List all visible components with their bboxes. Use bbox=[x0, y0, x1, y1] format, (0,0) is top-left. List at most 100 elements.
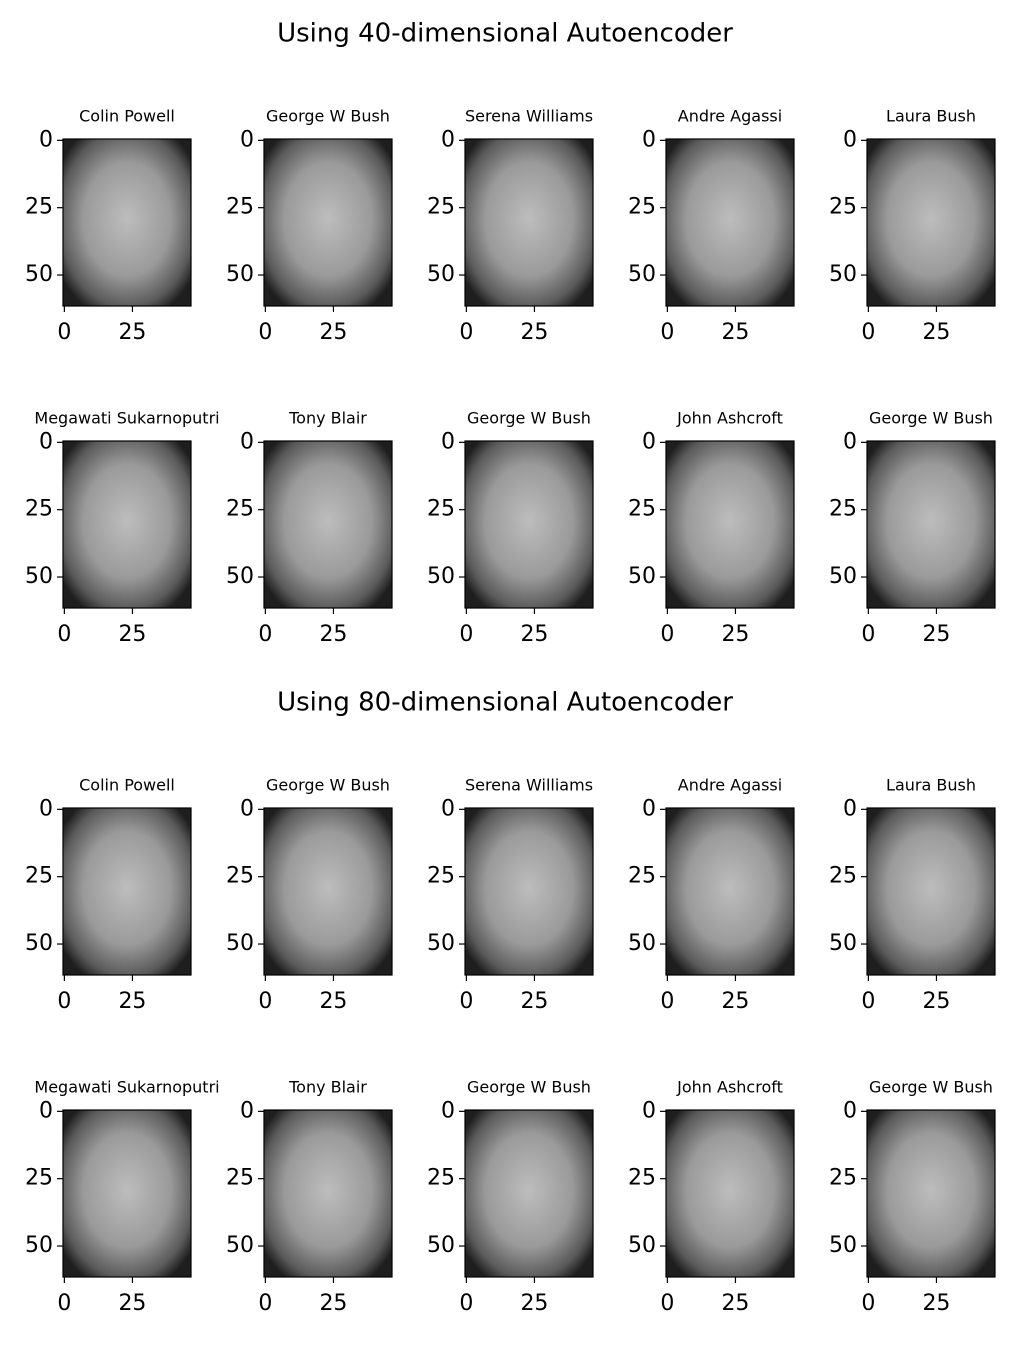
panel-title: John Ashcroft bbox=[676, 1078, 783, 1097]
y-tick-label: 0 bbox=[39, 796, 53, 821]
x-tick-label: 25 bbox=[922, 320, 950, 345]
panel-title: Megawati Sukarnoputri bbox=[34, 409, 219, 428]
face-image bbox=[867, 808, 995, 975]
x-tick-label: 25 bbox=[721, 622, 749, 647]
x-tick-label: 0 bbox=[861, 1291, 875, 1316]
panel-title: Colin Powell bbox=[79, 776, 175, 795]
y-tick-label: 50 bbox=[226, 564, 254, 589]
x-tick-label: 0 bbox=[459, 1291, 473, 1316]
axes-frame bbox=[62, 138, 192, 307]
y-tick-label: 25 bbox=[427, 195, 455, 220]
face-image bbox=[264, 441, 392, 608]
y-tick-label: 25 bbox=[25, 497, 53, 522]
x-tick-label: 25 bbox=[118, 320, 146, 345]
axes-frame bbox=[263, 1109, 393, 1278]
y-tick-label: 25 bbox=[628, 1166, 656, 1191]
face-image bbox=[63, 139, 191, 306]
axes-frame bbox=[866, 440, 996, 609]
axes-frame bbox=[62, 807, 192, 976]
x-tick-label: 0 bbox=[57, 320, 71, 345]
face-image bbox=[666, 808, 794, 975]
panel-title: Serena Williams bbox=[465, 776, 593, 795]
axes-frame bbox=[866, 138, 996, 307]
x-tick-label: 25 bbox=[319, 1291, 347, 1316]
x-tick-label: 0 bbox=[258, 320, 272, 345]
panel-title: George W Bush bbox=[869, 1078, 993, 1097]
face-image bbox=[63, 808, 191, 975]
y-tick-label: 0 bbox=[39, 127, 53, 152]
panel-title: George W Bush bbox=[869, 409, 993, 428]
y-tick-label: 50 bbox=[628, 262, 656, 287]
axes-frame bbox=[62, 440, 192, 609]
panel-title: Andre Agassi bbox=[678, 107, 782, 126]
y-tick-label: 0 bbox=[240, 796, 254, 821]
x-tick-label: 0 bbox=[258, 989, 272, 1014]
x-tick-label: 0 bbox=[258, 622, 272, 647]
axes-frame bbox=[665, 440, 795, 609]
face-image bbox=[666, 139, 794, 306]
axes-frame bbox=[464, 440, 594, 609]
x-tick-label: 25 bbox=[520, 320, 548, 345]
x-tick-label: 25 bbox=[922, 622, 950, 647]
axes-frame bbox=[464, 807, 594, 976]
face-image bbox=[666, 441, 794, 608]
y-tick-label: 50 bbox=[25, 564, 53, 589]
y-tick-label: 0 bbox=[39, 1098, 53, 1123]
y-tick-label: 50 bbox=[829, 262, 857, 287]
x-tick-label: 25 bbox=[118, 1291, 146, 1316]
face-image bbox=[867, 1110, 995, 1277]
y-tick-label: 50 bbox=[25, 262, 53, 287]
panel-title: Colin Powell bbox=[79, 107, 175, 126]
y-tick-label: 0 bbox=[642, 127, 656, 152]
axes-frame bbox=[665, 138, 795, 307]
y-tick-label: 25 bbox=[226, 1166, 254, 1191]
x-tick-label: 25 bbox=[520, 989, 548, 1014]
x-tick-label: 0 bbox=[459, 989, 473, 1014]
panel-title: Laura Bush bbox=[886, 776, 976, 795]
y-tick-label: 0 bbox=[39, 429, 53, 454]
x-tick-label: 0 bbox=[660, 622, 674, 647]
y-tick-label: 25 bbox=[829, 1166, 857, 1191]
y-tick-label: 25 bbox=[226, 864, 254, 889]
panel-title: Tony Blair bbox=[288, 1078, 367, 1097]
y-tick-label: 25 bbox=[427, 497, 455, 522]
x-tick-label: 0 bbox=[459, 622, 473, 647]
y-tick-label: 25 bbox=[226, 497, 254, 522]
panel-title: Tony Blair bbox=[288, 409, 367, 428]
face-image bbox=[867, 139, 995, 306]
axes-frame bbox=[665, 807, 795, 976]
x-tick-label: 0 bbox=[57, 622, 71, 647]
x-tick-label: 25 bbox=[922, 1291, 950, 1316]
axes-frame bbox=[866, 807, 996, 976]
face-image bbox=[666, 1110, 794, 1277]
x-tick-label: 25 bbox=[922, 989, 950, 1014]
y-tick-label: 50 bbox=[829, 564, 857, 589]
y-tick-label: 0 bbox=[642, 796, 656, 821]
y-tick-label: 50 bbox=[628, 564, 656, 589]
panel-title: George W Bush bbox=[266, 107, 390, 126]
y-tick-label: 25 bbox=[25, 1166, 53, 1191]
y-tick-label: 25 bbox=[829, 864, 857, 889]
y-tick-label: 50 bbox=[25, 931, 53, 956]
panel-title: George W Bush bbox=[467, 1078, 591, 1097]
x-tick-label: 0 bbox=[660, 1291, 674, 1316]
panel-title: John Ashcroft bbox=[676, 409, 783, 428]
y-tick-label: 0 bbox=[843, 429, 857, 454]
y-tick-label: 50 bbox=[829, 931, 857, 956]
y-tick-label: 25 bbox=[25, 195, 53, 220]
x-tick-label: 0 bbox=[660, 989, 674, 1014]
y-tick-label: 0 bbox=[843, 796, 857, 821]
y-tick-label: 50 bbox=[25, 1233, 53, 1258]
y-tick-label: 25 bbox=[628, 497, 656, 522]
section-title: Using 80-dimensional Autoencoder bbox=[277, 688, 733, 718]
y-tick-label: 0 bbox=[642, 429, 656, 454]
y-tick-label: 25 bbox=[427, 1166, 455, 1191]
x-tick-label: 25 bbox=[520, 1291, 548, 1316]
y-tick-label: 25 bbox=[25, 864, 53, 889]
face-image bbox=[63, 1110, 191, 1277]
face-image bbox=[465, 139, 593, 306]
y-tick-label: 50 bbox=[628, 1233, 656, 1258]
y-tick-label: 50 bbox=[427, 1233, 455, 1258]
y-tick-label: 0 bbox=[240, 127, 254, 152]
